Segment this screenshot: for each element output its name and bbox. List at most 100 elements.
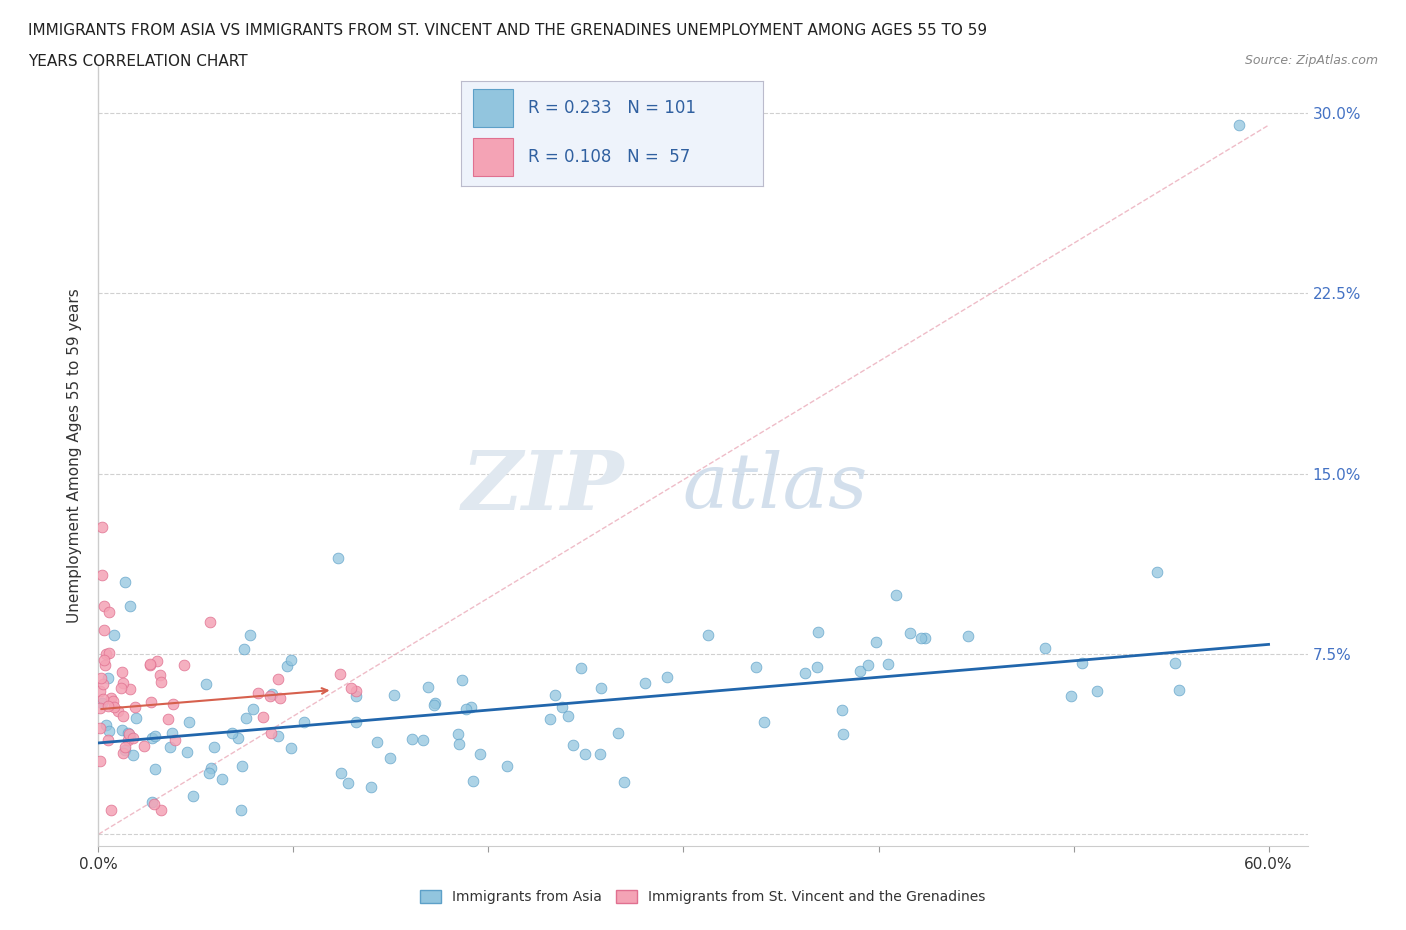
Point [607,725,630,740]
Point [856,658,879,672]
Point [269,691,291,706]
Point [89,753,111,768]
Point [114,739,136,754]
Point [97,645,120,660]
Point [1227,118,1250,133]
Point [111,664,134,679]
Point [100,803,122,817]
Point [460,700,482,715]
Point [280,652,302,667]
Point [143,728,166,743]
Point [93,599,115,614]
Point [176,745,198,760]
Point [752,715,775,730]
Point [124,699,146,714]
Point [1146,565,1168,579]
Point [898,626,921,641]
Point [697,628,720,643]
Point [344,688,367,703]
Point [204,740,226,755]
Point [114,743,136,758]
Point [574,746,596,761]
Point [91,677,114,692]
Point [544,687,567,702]
Point [177,715,200,730]
Point [1060,689,1083,704]
Point [111,709,134,724]
Point [260,686,283,701]
Y-axis label: Unemployment Among Ages 55 to 59 years: Unemployment Among Ages 55 to 59 years [67,288,83,623]
Point [242,702,264,717]
Point [337,775,360,790]
Point [141,794,163,809]
Point [865,635,887,650]
Point [613,775,636,790]
Point [252,710,274,724]
Text: Source: ZipAtlas.com: Source: ZipAtlas.com [1244,54,1378,67]
Point [877,657,900,671]
Point [200,761,222,776]
Point [118,682,141,697]
Point [94,717,117,732]
Point [117,733,139,748]
Point [378,751,401,765]
Point [117,725,139,740]
Point [849,663,872,678]
Point [831,726,853,741]
Point [118,726,141,741]
Point [463,774,485,789]
Point [143,796,166,811]
Point [551,699,574,714]
Point [589,747,612,762]
Point [793,665,815,680]
Point [267,671,290,686]
Point [280,741,302,756]
Point [910,631,932,645]
Point [101,693,124,708]
Point [141,731,163,746]
Point [91,567,114,582]
Point [107,704,129,719]
Point [159,739,181,754]
Point [111,723,134,737]
Point [329,765,352,780]
Point [423,696,446,711]
Point [93,622,115,637]
Point [228,731,250,746]
Point [468,746,491,761]
Point [412,733,434,748]
Point [806,660,828,675]
Point [401,732,423,747]
Point [831,702,853,717]
Point [1087,684,1109,698]
Point [200,615,222,630]
Point [143,761,166,776]
Legend: Immigrants from Asia, Immigrants from St. Vincent and the Grenadines: Immigrants from Asia, Immigrants from St… [415,884,991,910]
Point [122,748,145,763]
Point [557,709,579,724]
Point [146,653,169,668]
Point [122,730,145,745]
Point [114,575,136,590]
Point [221,725,243,740]
Point [118,599,141,614]
Point [884,588,907,603]
Point [454,701,477,716]
Point [132,738,155,753]
Point [1071,656,1094,671]
Point [156,711,179,726]
Point [165,732,187,747]
Point [162,697,184,711]
Point [339,680,361,695]
Point [382,688,405,703]
Point [139,658,162,672]
Point [149,674,172,689]
Point [807,625,830,640]
Point [634,675,657,690]
Point [235,711,257,725]
Point [89,684,111,698]
Point [139,657,162,671]
Point [103,699,125,714]
Point [124,711,146,725]
Point [195,677,218,692]
